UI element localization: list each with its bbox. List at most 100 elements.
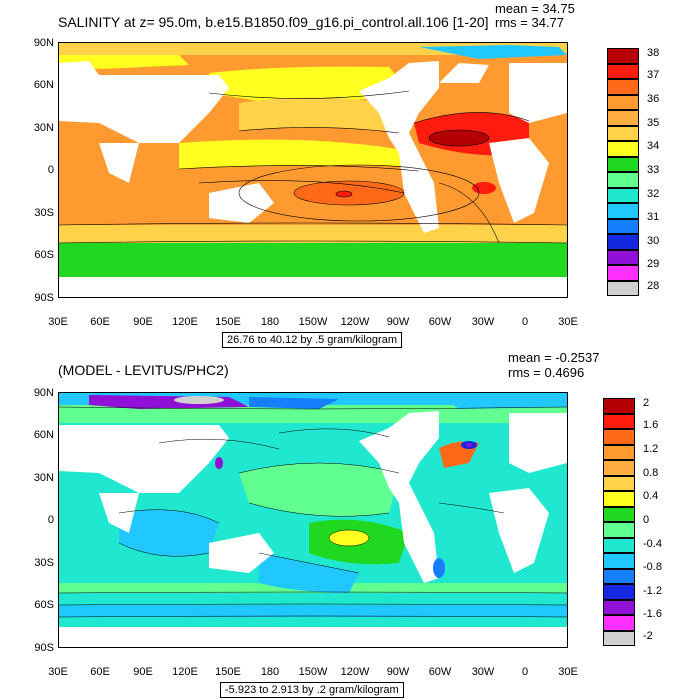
lon-label: 180 [260, 666, 280, 678]
lat-label: 90N [33, 37, 54, 49]
colorbar-label: -0.8 [643, 561, 662, 573]
lon-label: 120W [340, 666, 370, 678]
colorbar-label: 1.6 [643, 419, 659, 431]
colorbar-swatch [603, 475, 635, 491]
salinity-rms: rms = 34.77 [495, 15, 565, 30]
lat-label: 90N [33, 387, 54, 399]
lat-label: 30N [33, 122, 54, 134]
colorbar-swatch [603, 444, 635, 460]
difference-map [58, 392, 568, 648]
lon-label: 0 [521, 316, 529, 328]
colorbar-label: 2 [643, 397, 650, 409]
lon-label: 30E [48, 316, 68, 328]
salinity-map-svg [59, 43, 567, 297]
salinity-range-box: 26.76 to 40.12 by .5 gram/kilogram [222, 332, 402, 348]
colorbar-label: 36 [647, 93, 660, 105]
colorbar-swatch [603, 522, 635, 538]
colorbar-swatch [603, 413, 635, 429]
colorbar-swatch [603, 506, 635, 522]
colorbar-swatch [603, 615, 635, 631]
colorbar-label: 33 [647, 164, 660, 176]
lon-label: 150W [298, 666, 328, 678]
colorbar-swatch [607, 110, 639, 126]
lon-label: 60W [428, 666, 452, 678]
colorbar-label: 38 [647, 47, 660, 59]
lat-label: 60S [34, 599, 54, 611]
colorbar-swatch [603, 584, 635, 600]
colorbar-swatch [607, 187, 639, 203]
colorbar-label: 28 [647, 280, 660, 292]
salinity-colorbar: 38 37 36 35 34 33 32 31 30 29 28 [607, 47, 687, 296]
colorbar-swatch [607, 94, 639, 110]
salinity-mean: mean = 34.75 [495, 1, 575, 16]
colorbar-swatch [603, 460, 635, 476]
colorbar-swatch [603, 599, 635, 615]
lon-label: 30W [471, 316, 495, 328]
colorbar-swatch [607, 125, 639, 141]
colorbar-swatch [603, 429, 635, 445]
lat-label: 30S [34, 207, 54, 219]
lon-label: 120W [340, 316, 370, 328]
lon-label: 150E [215, 666, 241, 678]
lat-label: 90S [34, 642, 54, 654]
lat-label: 60N [33, 79, 54, 91]
colorbar-swatch [607, 203, 639, 219]
lat-label: 60S [34, 249, 54, 261]
difference-mean: mean = -0.2537 [508, 350, 600, 365]
colorbar-swatch [607, 156, 639, 172]
colorbar-label: 31 [647, 211, 660, 223]
colorbar-swatch [607, 280, 639, 296]
lat-label: 60N [33, 429, 54, 441]
colorbar-label: 32 [647, 188, 660, 200]
colorbar-swatch [603, 398, 635, 414]
salinity-title: SALINITY at z= 95.0m, b.e15.B1850.f09_g1… [58, 14, 489, 30]
difference-panel: (MODEL - LEVITUS/PHC2) mean = -0.2537 rm… [0, 350, 700, 700]
lat-label: 0 [47, 164, 54, 176]
lon-label: 150W [298, 316, 328, 328]
difference-range-box: -5.923 to 2.913 by .2 gram/kilogram [220, 682, 404, 698]
colorbar-label: 37 [647, 69, 660, 81]
colorbar-label: 29 [647, 258, 660, 270]
colorbar-label: 0 [643, 514, 650, 526]
difference-title: (MODEL - LEVITUS/PHC2) [58, 362, 229, 378]
colorbar-label: 35 [647, 117, 660, 129]
difference-map-svg [59, 393, 567, 647]
colorbar-label: -1.2 [643, 585, 662, 597]
colorbar-swatch [603, 553, 635, 569]
colorbar-swatch [607, 172, 639, 188]
colorbar-swatch [607, 63, 639, 79]
colorbar-label: 0.4 [643, 490, 659, 502]
colorbar-label: -2 [643, 630, 653, 642]
lon-label: 30E [558, 666, 578, 678]
difference-colorbar: 2 1.6 1.2 0.8 0.4 0 -0.4 -0.8 -1.2 -1.6 … [603, 397, 683, 646]
colorbar-swatch [603, 537, 635, 553]
lon-label: 120E [172, 316, 198, 328]
colorbar-label: -0.4 [643, 538, 662, 550]
difference-rms: rms = 0.4696 [508, 365, 585, 380]
lat-label: 30S [34, 557, 54, 569]
lon-label: 30W [471, 666, 495, 678]
colorbar-swatch [607, 265, 639, 281]
colorbar-label: 34 [647, 140, 660, 152]
lon-label: 0 [521, 666, 529, 678]
lon-label: 120E [172, 666, 198, 678]
lon-label: 30E [558, 316, 578, 328]
salinity-map [58, 42, 568, 298]
colorbar-label: -1.6 [643, 608, 662, 620]
lon-label: 90E [133, 666, 153, 678]
lon-label: 60E [90, 316, 110, 328]
colorbar-swatch [607, 249, 639, 265]
salinity-panel: SALINITY at z= 95.0m, b.e15.B1850.f09_g1… [33, 1, 687, 348]
lon-label: 60E [90, 666, 110, 678]
colorbar-swatch [607, 141, 639, 157]
colorbar-swatch [607, 48, 639, 64]
colorbar-label: 1.2 [643, 443, 659, 455]
colorbar-label: 0.8 [643, 467, 659, 479]
lon-label: 180 [260, 316, 280, 328]
lat-label: 0 [47, 514, 54, 526]
colorbar-label: 30 [647, 235, 660, 247]
lon-label: 90W [386, 666, 410, 678]
lat-label: 90S [34, 292, 54, 304]
lat-label: 30N [33, 472, 54, 484]
colorbar-swatch [603, 491, 635, 507]
